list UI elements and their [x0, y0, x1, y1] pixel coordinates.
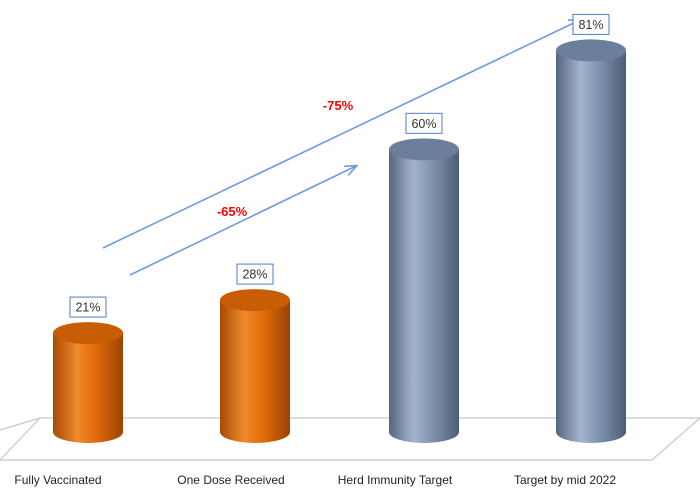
value-label: 28%	[236, 263, 274, 285]
bar-3	[389, 138, 459, 444]
annotation-arrow: -65%	[129, 166, 356, 276]
value-label-box	[69, 296, 107, 318]
x-tick-labels: Fully Vaccinated One Dose Received Herd Im…	[14, 473, 616, 487]
bar-4	[556, 39, 626, 443]
bars-layer	[53, 39, 626, 444]
value-label-box	[405, 112, 443, 134]
arrows-layer: -75% -65%	[102, 20, 580, 276]
annotation-label: -65%	[217, 204, 248, 219]
value-label: 60%	[405, 112, 443, 134]
x-tick-label: Herd Immunity Target	[338, 473, 453, 487]
bar-top	[220, 289, 290, 312]
bar-body	[389, 149, 459, 444]
value-label-text: 28%	[242, 268, 267, 282]
arrow-line	[102, 20, 580, 249]
value-label: 21%	[69, 296, 107, 318]
value-label-text: 81%	[578, 18, 603, 32]
value-label-box	[236, 263, 274, 285]
bar-top	[389, 138, 459, 161]
chart-floor	[0, 417, 700, 461]
bar-top	[556, 39, 626, 62]
bar-2	[220, 289, 290, 443]
bar-body	[53, 333, 123, 443]
x-tick-label: Fully Vaccinated	[14, 473, 101, 487]
bar-body	[220, 300, 290, 443]
annotation-label: -75%	[323, 98, 354, 113]
value-label-box	[572, 13, 610, 35]
bar-top	[53, 322, 123, 345]
value-label-text: 21%	[75, 301, 100, 315]
x-tick-label: One Dose Received	[177, 473, 284, 487]
value-label-text: 60%	[411, 117, 436, 131]
floor-left-edge	[0, 417, 41, 431]
bar-body	[556, 50, 626, 443]
annotation-arrow: -75%	[102, 20, 580, 249]
labels-layer: 21% 28% 60% 81%	[69, 13, 610, 318]
x-tick-label: Target by mid 2022	[514, 473, 616, 487]
value-label: 81%	[572, 13, 610, 35]
bar-1	[53, 322, 123, 443]
arrow-line	[129, 166, 356, 276]
